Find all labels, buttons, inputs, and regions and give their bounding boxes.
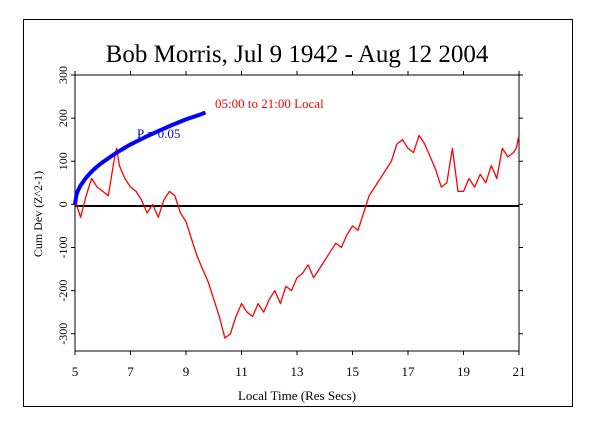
x-tick-label: 19 (457, 364, 470, 379)
x-tick-label: 13 (291, 364, 304, 379)
annotation-time-range: 05:00 to 21:00 Local (215, 96, 324, 111)
chart-frame (23, 19, 573, 407)
x-tick-label: 5 (72, 364, 79, 379)
x-tick-label: 21 (513, 364, 526, 379)
annotation-p-value: P = 0.05 (137, 126, 180, 141)
series-layer (73, 110, 520, 339)
y-axis: -300 -200 -100 0 100 200 300 (56, 66, 523, 345)
y-tick-label: 200 (56, 109, 70, 127)
x-tick-label: 17 (402, 364, 416, 379)
cum-dev-series-line (74, 134, 520, 339)
y-tick-label: 0 (56, 201, 70, 207)
y-axis-label: Cum Dev (Z^2-1) (31, 171, 45, 257)
x-tick-label: 15 (346, 364, 359, 379)
x-tick-label: 11 (235, 364, 248, 379)
x-axis: 5 7 9 11 13 15 17 19 21 (72, 71, 526, 379)
x-axis-label: Local Time (Res Secs) (238, 388, 356, 403)
y-tick-label: -300 (56, 323, 70, 345)
y-tick-label: -100 (56, 237, 70, 259)
y-tick-label: 100 (56, 152, 70, 170)
x-tick-label: 9 (183, 364, 190, 379)
x-tick-label: 7 (127, 364, 134, 379)
p-value-envelope-line (73, 110, 207, 205)
y-tick-label: -200 (56, 280, 70, 302)
chart-title: Bob Morris, Jul 9 1942 - Aug 12 2004 (106, 41, 489, 68)
plot-area (74, 74, 520, 352)
y-tick-label: 300 (56, 66, 70, 84)
